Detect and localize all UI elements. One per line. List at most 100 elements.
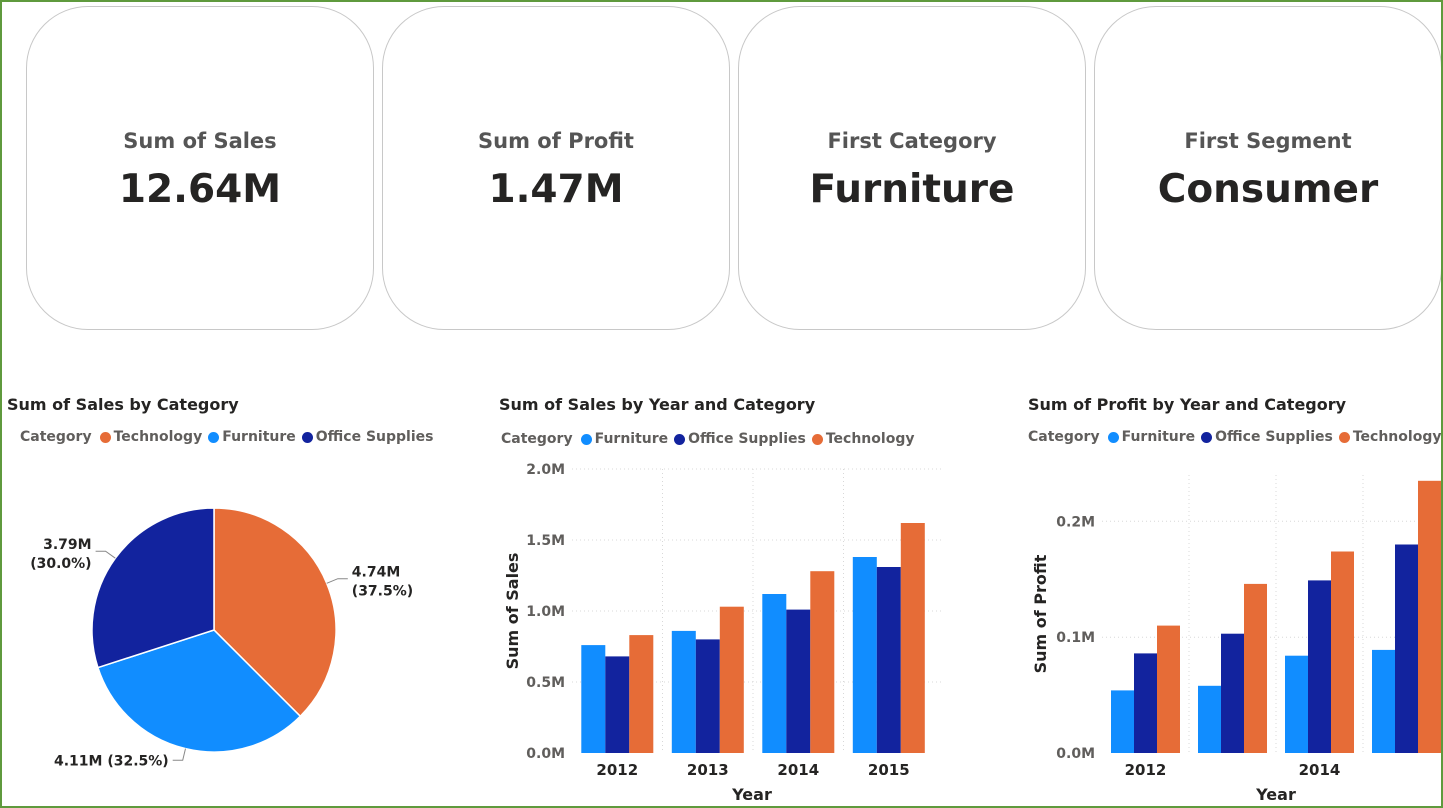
legend-dot — [1201, 431, 1213, 443]
bar-technology-2015[interactable] — [1418, 480, 1441, 753]
bar-technology-2012[interactable] — [1157, 625, 1180, 753]
y-axis-title: Sum of Profit — [1031, 554, 1050, 673]
kpi-card-first-segment[interactable]: First Segment Consumer — [1094, 6, 1441, 330]
bar-technology-2014[interactable] — [1331, 551, 1354, 754]
bar-office-supplies-2014[interactable] — [1308, 580, 1331, 753]
sales-chart-legend: Category Furniture Office Supplies Techn… — [501, 431, 920, 447]
kpi-label: Sum of Profit — [478, 129, 634, 153]
kpi-value: Furniture — [809, 167, 1015, 212]
y-tick-label: 0.1M — [1056, 630, 1095, 646]
legend-label: Furniture — [594, 431, 669, 447]
legend-label: Technology — [1352, 429, 1442, 445]
bar-technology-2012[interactable] — [629, 635, 654, 753]
bar-furniture-2014[interactable] — [762, 594, 787, 753]
y-tick-label: 1.0M — [526, 604, 565, 620]
y-tick-label: 0.0M — [1056, 746, 1095, 762]
kpi-card-first-category[interactable]: First Category Furniture — [738, 6, 1086, 330]
x-axis-title: Year — [1255, 785, 1296, 804]
pie-data-label: (37.5%) — [352, 584, 413, 600]
bar-furniture-2012[interactable] — [581, 645, 606, 753]
kpi-label: Sum of Sales — [123, 129, 277, 153]
bar-office-supplies-2015[interactable] — [876, 567, 901, 753]
x-tick-label: 2014 — [777, 761, 819, 779]
legend-title: Category — [501, 431, 573, 447]
legend-item-office-supplies[interactable]: Office Supplies — [674, 431, 806, 447]
legend-item-office-supplies[interactable]: Office Supplies — [1201, 429, 1333, 445]
y-tick-label: 2.0M — [526, 462, 565, 478]
legend-item-furniture[interactable]: Furniture — [1107, 429, 1196, 445]
y-tick-label: 0.2M — [1056, 514, 1095, 530]
y-axis-title: Sum of Sales — [503, 553, 522, 670]
bar-technology-2015[interactable] — [900, 523, 925, 753]
y-tick-label: 0.5M — [526, 675, 565, 691]
sales-bar-chart[interactable]: 0.0M 0.5M 1.0M 1.5M 2.0M 2012 2013 2014 2015 Year… — [492, 457, 952, 805]
kpi-value: 12.64M — [118, 167, 282, 212]
pie-data-label: 4.11M (32.5%) — [54, 753, 169, 769]
pie-data-label: (30.0%) — [30, 556, 91, 572]
bar-office-supplies-2015[interactable] — [1395, 544, 1418, 754]
kpi-label: First Segment — [1184, 129, 1352, 153]
legend-label: Office Supplies — [315, 429, 434, 445]
kpi-value: 1.47M — [488, 167, 624, 212]
bar-technology-2014[interactable] — [810, 571, 835, 753]
legend-item-technology[interactable]: Technology — [811, 431, 914, 447]
legend-dot — [674, 433, 686, 445]
y-tick-label: 0.0M — [526, 746, 565, 762]
bar-furniture-2013[interactable] — [671, 630, 696, 753]
y-tick-label: 1.5M — [526, 533, 565, 549]
bar-technology-2013[interactable] — [1244, 583, 1267, 753]
bar-office-supplies-2014[interactable] — [786, 609, 811, 753]
x-tick-label: 2015 — [868, 761, 910, 779]
bar-furniture-2015[interactable] — [852, 557, 877, 753]
legend-label: Office Supplies — [688, 431, 806, 447]
bar-furniture-2013[interactable] — [1198, 685, 1221, 753]
legend-label: Technology — [113, 429, 203, 445]
legend-title: Category — [1028, 429, 1100, 445]
legend-item-office-supplies[interactable]: Office Supplies — [301, 429, 434, 445]
x-tick-label: 2012 — [596, 761, 638, 779]
pie-leader-line — [172, 748, 186, 761]
pie-slice-office-supplies[interactable] — [91, 507, 215, 669]
pie-chart-title: Sum of Sales by Category — [7, 395, 239, 414]
pie-chart[interactable]: 4.74M (37.5%) 4.11M (32.5%) 3.79M (30.0%) — [2, 472, 482, 802]
legend-item-furniture[interactable]: Furniture — [208, 429, 296, 445]
legend-item-technology[interactable]: Technology — [99, 429, 203, 445]
kpi-value: Consumer — [1157, 167, 1379, 212]
legend-dot — [208, 431, 220, 443]
legend-item-furniture[interactable]: Furniture — [580, 431, 669, 447]
bar-office-supplies-2012[interactable] — [1134, 653, 1157, 753]
bar-furniture-2012[interactable] — [1111, 690, 1134, 753]
pie-data-label: 3.79M — [43, 537, 91, 553]
bar-furniture-2014[interactable] — [1285, 655, 1308, 753]
bar-technology-2013[interactable] — [719, 606, 744, 753]
bar-furniture-2015[interactable] — [1372, 649, 1395, 753]
bar-office-supplies-2013[interactable] — [1221, 633, 1244, 753]
pie-leader-line — [95, 550, 116, 559]
legend-dot — [1107, 431, 1119, 443]
legend-title: Category — [20, 429, 92, 445]
kpi-card-profit[interactable]: Sum of Profit 1.47M — [382, 6, 730, 330]
legend-label: Furniture — [222, 429, 296, 445]
profit-chart-title: Sum of Profit by Year and Category — [1028, 395, 1347, 414]
legend-dot — [1338, 431, 1350, 443]
legend-dot — [99, 431, 111, 443]
x-axis-title: Year — [731, 785, 772, 804]
legend-label: Office Supplies — [1215, 429, 1333, 445]
x-tick-label: 2014 — [1299, 761, 1341, 779]
x-tick-label: 2013 — [687, 761, 729, 779]
legend-dot — [811, 433, 823, 445]
legend-item-technology[interactable]: Technology — [1338, 429, 1442, 445]
kpi-card-sales[interactable]: Sum of Sales 12.64M — [26, 6, 374, 330]
bar-office-supplies-2012[interactable] — [605, 656, 630, 753]
pie-data-label: 4.74M — [352, 565, 400, 581]
legend-label: Furniture — [1121, 429, 1196, 445]
legend-dot — [580, 433, 592, 445]
legend-dot — [301, 431, 313, 443]
x-tick-label: 2012 — [1125, 761, 1167, 779]
profit-chart-legend: Category Furniture Office Supplies Techn… — [1028, 429, 1442, 445]
pie-chart-legend: Category Technology Furniture Office Sup… — [20, 429, 439, 445]
bar-office-supplies-2013[interactable] — [695, 639, 720, 753]
sales-chart-title: Sum of Sales by Year and Category — [499, 395, 816, 414]
